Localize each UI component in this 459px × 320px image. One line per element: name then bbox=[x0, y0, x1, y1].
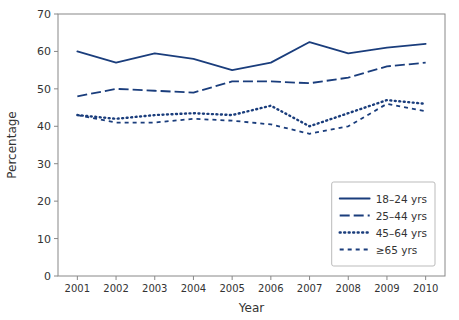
series-line bbox=[77, 104, 425, 134]
x-tick-label: 2005 bbox=[219, 283, 244, 294]
x-tick-label: 2007 bbox=[297, 283, 322, 294]
y-tick-label: 10 bbox=[37, 233, 51, 246]
y-tick bbox=[54, 14, 58, 15]
legend-swatch bbox=[340, 231, 370, 233]
x-tick-label: 2006 bbox=[258, 283, 283, 294]
legend-swatch bbox=[340, 215, 370, 217]
series-line bbox=[77, 42, 425, 70]
x-tick-label: 2002 bbox=[103, 283, 128, 294]
y-tick bbox=[54, 88, 58, 89]
y-tick bbox=[54, 126, 58, 127]
y-tick bbox=[54, 276, 58, 277]
y-tick-label: 50 bbox=[37, 83, 51, 96]
x-tick bbox=[154, 276, 155, 280]
x-tick-label: 2008 bbox=[336, 283, 361, 294]
y-tick-label: 20 bbox=[37, 195, 51, 208]
legend-box bbox=[332, 182, 435, 266]
plot-frame bbox=[58, 14, 445, 276]
legend-label: 25–44 yrs bbox=[376, 210, 427, 222]
x-tick bbox=[386, 276, 387, 280]
x-tick bbox=[309, 276, 310, 280]
x-axis: 2001 2002 2003 2004 2005 2006 2007 2008 2009 2010 bbox=[65, 276, 439, 294]
x-tick bbox=[193, 276, 194, 280]
legend-label: 45–64 yrs bbox=[376, 227, 427, 239]
y-axis: 0 10 20 30 40 50 60 70 bbox=[37, 8, 58, 283]
y-axis-label: Percentage bbox=[5, 111, 19, 179]
y-tick-label: 60 bbox=[37, 45, 51, 58]
series-line bbox=[77, 63, 425, 97]
x-tick bbox=[77, 276, 78, 280]
legend-swatch bbox=[340, 198, 370, 200]
x-tick bbox=[425, 276, 426, 280]
y-tick bbox=[54, 163, 58, 164]
x-tick-label: 2001 bbox=[65, 283, 90, 294]
x-tick bbox=[232, 276, 233, 280]
x-tick bbox=[348, 276, 349, 280]
x-tick bbox=[270, 276, 271, 280]
x-tick-label: 2009 bbox=[374, 283, 399, 294]
chart: 0102030405060702001200220032004200520062… bbox=[0, 0, 459, 320]
legend-swatch bbox=[340, 249, 370, 251]
x-tick-label: 2010 bbox=[413, 283, 438, 294]
series-line bbox=[77, 100, 425, 126]
legend-label: 18–24 yrs bbox=[376, 193, 427, 205]
legend-label: ≥65 yrs bbox=[376, 244, 418, 256]
y-tick-label: 40 bbox=[37, 120, 51, 133]
y-tick-label: 0 bbox=[44, 270, 51, 283]
legend: 18–24 yrs 25–44 yrs 45–64 yrs ≥65 yrs bbox=[332, 182, 435, 266]
y-tick bbox=[54, 201, 58, 202]
x-tick-label: 2004 bbox=[181, 283, 206, 294]
x-axis-label: Year bbox=[238, 301, 264, 315]
y-tick-label: 30 bbox=[37, 158, 51, 171]
y-tick bbox=[54, 51, 58, 52]
x-tick bbox=[116, 276, 117, 280]
lines bbox=[77, 42, 425, 134]
x-tick-label: 2003 bbox=[142, 283, 167, 294]
y-tick bbox=[54, 238, 58, 239]
y-tick-label: 70 bbox=[37, 8, 51, 21]
